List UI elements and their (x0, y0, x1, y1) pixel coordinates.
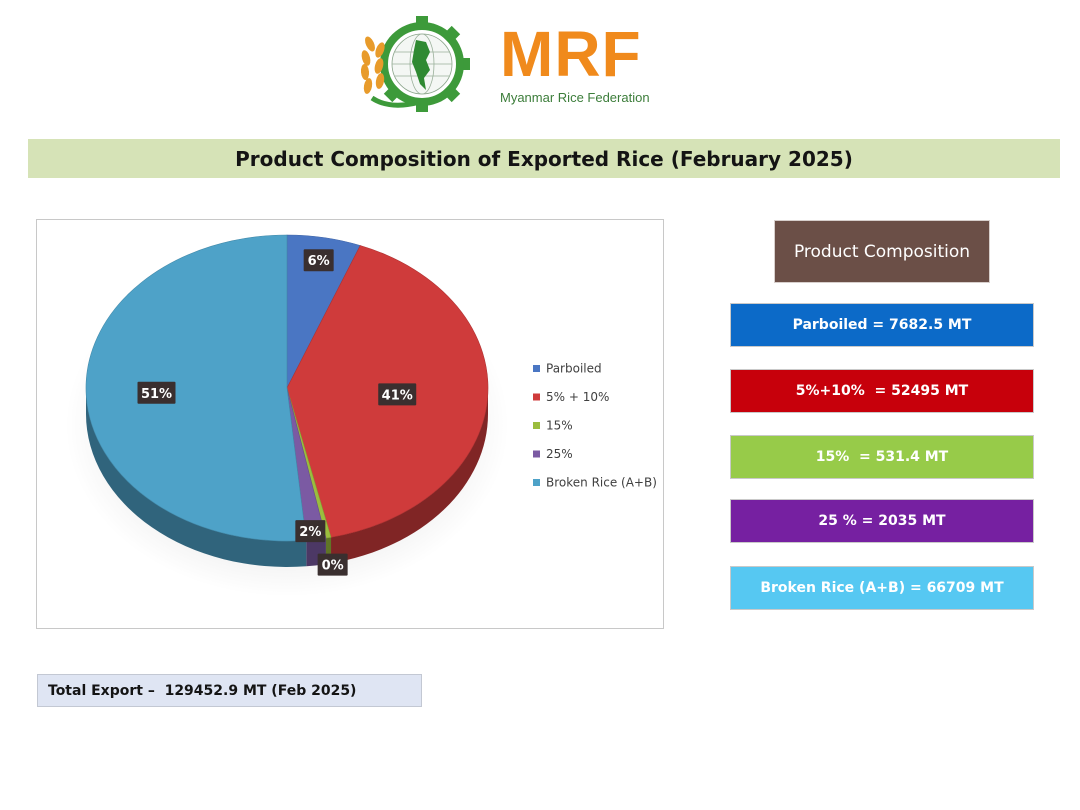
data-label-5-10: 41% (382, 388, 413, 403)
data-label-bg-25 (295, 520, 326, 543)
logo-emblem-icon (360, 16, 470, 112)
legend-swatch-broken-rice-a-b (533, 479, 540, 486)
data-label-bg-broken-rice-a-b (137, 381, 176, 404)
data-label-15: 0% (322, 559, 344, 574)
composition-item-25: 25 % = 2035 MT (730, 499, 1034, 543)
composition-item-broken-rice: Broken Rice (A+B) = 66709 MT (730, 566, 1034, 610)
logo-brand-text: MRF (500, 18, 642, 90)
legend-label-parboiled: Parboiled (546, 362, 602, 376)
logo-subtitle: Myanmar Rice Federation (500, 90, 650, 105)
data-label-bg-5-10 (378, 383, 417, 406)
chart-title: Product Composition of Exported Rice (Fe… (235, 146, 853, 171)
legend-swatch-parboiled (533, 365, 540, 372)
data-label-broken-rice-a-b: 51% (141, 387, 172, 402)
pie-side-5-10 (331, 388, 488, 564)
chart-legend: Parboiled 5% + 10% 15% 25% Broken Rice (A+B) (533, 362, 657, 490)
legend-label-15: 15% (546, 419, 573, 433)
data-label-bg-parboiled (303, 249, 334, 272)
pie-chart: 6% 41% 0% 2% 51% Parboiled 5% + 10% 15% 25% Brok… (65, 234, 657, 597)
chart-frame: 6% 41% 0% 2% 51% Parboiled 5% + 10% 15% 25% Brok… (36, 219, 664, 629)
composition-item-parboiled: Parboiled = 7682.5 MT (730, 303, 1034, 347)
legend-label-25: 25% (546, 447, 573, 461)
composition-item-15: 15% = 531.4 MT (730, 435, 1034, 479)
pie-side-broken-rice-a-b (86, 388, 307, 567)
data-label-parboiled: 6% (308, 254, 330, 269)
legend-swatch-25 (533, 450, 540, 458)
title-bar: Product Composition of Exported Rice (Fe… (28, 139, 1060, 178)
legend-label-5-10: 5% + 10% (546, 390, 609, 404)
composition-header: Product Composition (774, 220, 990, 283)
data-label-bg-15 (317, 553, 348, 576)
mrf-logo: MRF Myanmar Rice Federation (350, 14, 690, 114)
total-export: Total Export – 129452.9 MT (Feb 2025) (37, 674, 422, 707)
composition-item-5-10: 5%+10% = 52495 MT (730, 369, 1034, 413)
legend-label-broken-rice-a-b: Broken Rice (A+B) (546, 476, 657, 490)
legend-swatch-15 (533, 422, 540, 429)
data-label-25: 2% (299, 525, 321, 540)
pie-slice-broken-rice-a-b (85, 234, 307, 542)
legend-swatch-5-10 (533, 393, 540, 401)
